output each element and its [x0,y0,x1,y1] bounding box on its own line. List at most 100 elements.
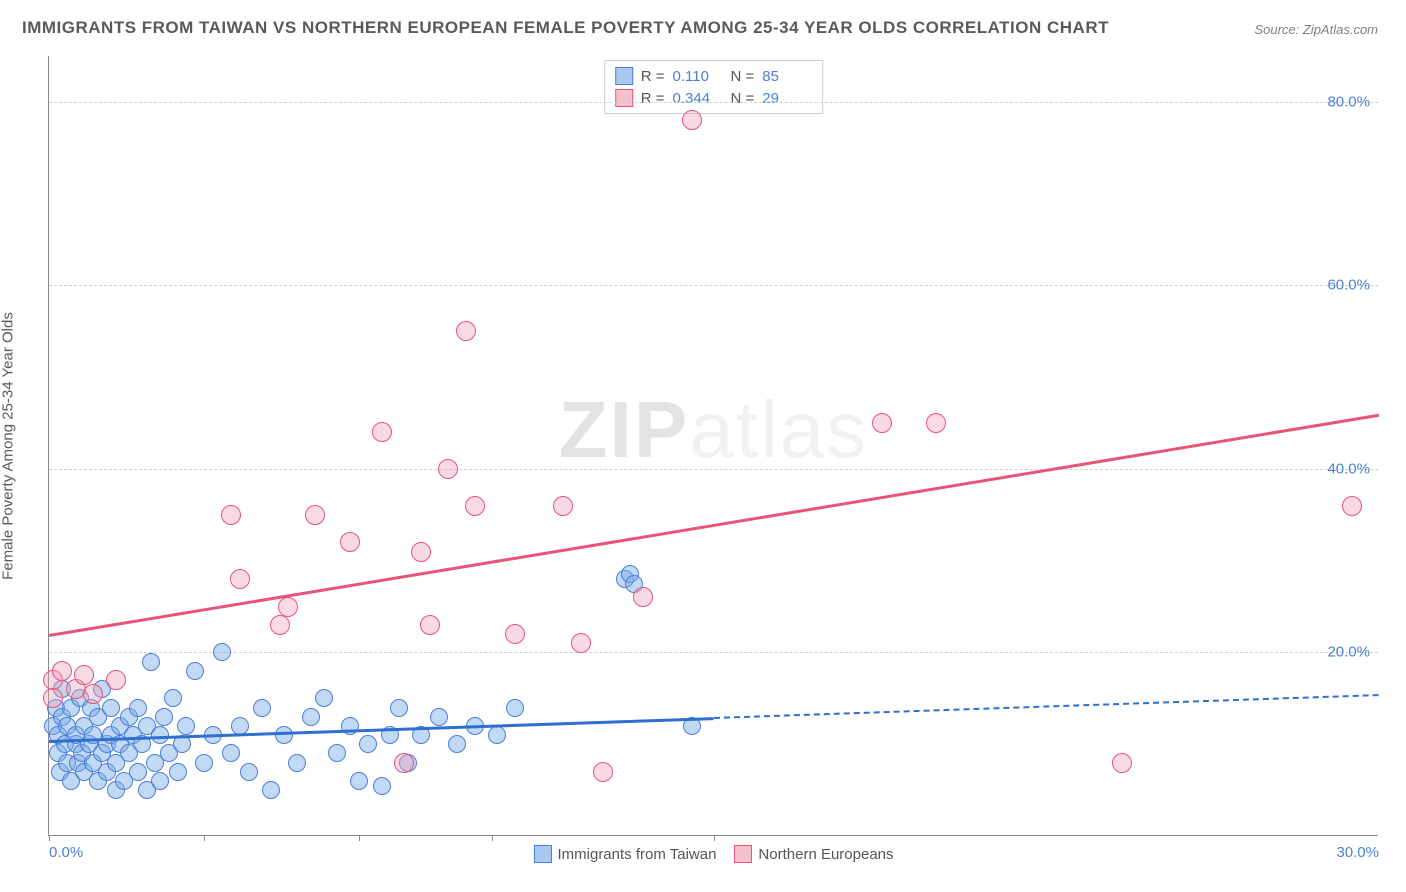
x-tick-mark [49,835,50,841]
scatter-point [390,699,408,717]
gridline-h [49,469,1378,470]
scatter-point [328,744,346,762]
legend-series-item: Northern Europeans [734,845,893,863]
scatter-point [164,689,182,707]
legend-stats: R = 0.110 N = 85 R = 0.344 N = 29 [604,60,824,114]
source-label: Source: ZipAtlas.com [1254,22,1378,37]
legend-stat-row: R = 0.344 N = 29 [615,87,813,109]
scatter-point [177,717,195,735]
scatter-point [221,505,241,525]
x-tick-mark [359,835,360,841]
legend-n-label: N = [731,90,755,107]
legend-stat-row: R = 0.110 N = 85 [615,65,813,87]
scatter-point [278,597,298,617]
scatter-point [270,615,290,635]
legend-swatch [615,89,633,107]
scatter-point [571,633,591,653]
scatter-point [129,699,147,717]
watermark-zip: ZIP [559,385,689,474]
scatter-point [340,532,360,552]
scatter-point [315,689,333,707]
gridline-h [49,285,1378,286]
gridline-h [49,652,1378,653]
scatter-point [411,542,431,562]
scatter-point [253,699,271,717]
scatter-point [52,661,72,681]
scatter-point [222,744,240,762]
scatter-point [593,762,613,782]
x-tick-label: 30.0% [1336,844,1379,861]
scatter-point [448,735,466,753]
scatter-point [506,699,524,717]
scatter-point [43,688,63,708]
scatter-point [1112,753,1132,773]
scatter-point [151,772,169,790]
scatter-point [142,653,160,671]
trend-line [714,694,1379,719]
scatter-point [74,665,94,685]
scatter-point [350,772,368,790]
gridline-h [49,102,1378,103]
scatter-point [186,662,204,680]
legend-swatch [615,67,633,85]
scatter-point [438,459,458,479]
y-axis-label: Female Poverty Among 25-34 Year Olds [0,312,17,580]
scatter-point [633,587,653,607]
scatter-point [102,699,120,717]
x-tick-mark [714,835,715,841]
scatter-point [155,708,173,726]
x-tick-mark [204,835,205,841]
scatter-point [230,569,250,589]
scatter-point [359,735,377,753]
scatter-point [213,643,231,661]
scatter-point [872,413,892,433]
scatter-point [682,110,702,130]
scatter-point [83,684,103,704]
scatter-point [372,422,392,442]
scatter-point [302,708,320,726]
watermark-atlas: atlas [689,385,868,474]
scatter-point [1342,496,1362,516]
y-tick-label: 20.0% [1327,644,1370,661]
scatter-point [553,496,573,516]
legend-n-label: N = [731,68,755,85]
trend-line [49,414,1379,637]
scatter-point [430,708,448,726]
scatter-point [488,726,506,744]
legend-n-value: 29 [762,90,812,107]
scatter-point [465,496,485,516]
watermark: ZIPatlas [559,384,868,476]
legend-series-label: Northern Europeans [758,846,893,863]
scatter-point [169,763,187,781]
y-tick-label: 80.0% [1327,93,1370,110]
scatter-point [373,777,391,795]
legend-series-item: Immigrants from Taiwan [533,845,716,863]
legend-swatch [734,845,752,863]
legend-r-value: 0.110 [673,68,723,85]
scatter-point [288,754,306,772]
legend-n-value: 85 [762,68,812,85]
x-tick-label: 0.0% [49,844,83,861]
scatter-point [505,624,525,644]
scatter-point [129,763,147,781]
chart-title: IMMIGRANTS FROM TAIWAN VS NORTHERN EUROP… [22,18,1109,38]
scatter-point [262,781,280,799]
y-tick-label: 40.0% [1327,460,1370,477]
scatter-point [240,763,258,781]
scatter-point [926,413,946,433]
legend-r-value: 0.344 [673,90,723,107]
scatter-point [420,615,440,635]
plot-area: ZIPatlas R =0.110N =85R =0.344N =29 Immi… [48,56,1378,836]
legend-swatch [533,845,551,863]
scatter-point [195,754,213,772]
legend-series-label: Immigrants from Taiwan [557,846,716,863]
scatter-point [275,726,293,744]
scatter-point [106,670,126,690]
scatter-point [394,753,414,773]
legend-series: Immigrants from Taiwan Northern Europeans [533,845,893,863]
scatter-point [456,321,476,341]
legend-r-label: R = [641,68,665,85]
x-tick-mark [492,835,493,841]
scatter-point [305,505,325,525]
legend-r-label: R = [641,90,665,107]
